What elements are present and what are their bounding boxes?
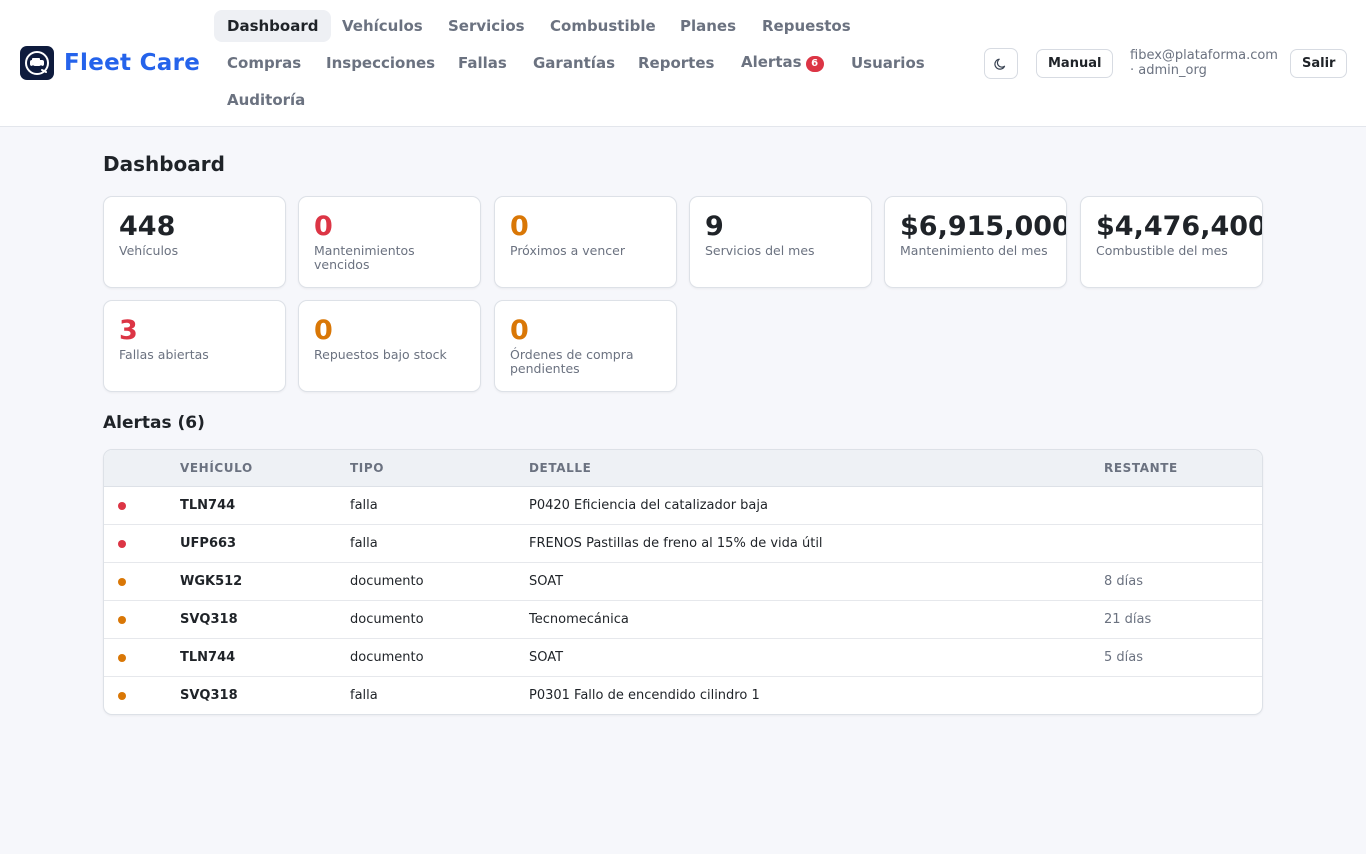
brand[interactable]: Fleet Care: [20, 46, 200, 80]
nav-combustible[interactable]: Combustible: [550, 17, 656, 35]
vehicle-cell[interactable]: SVQ318: [180, 688, 238, 703]
column-header-detalle: DETALLE: [529, 461, 592, 475]
nav-fallas[interactable]: Fallas: [458, 54, 507, 72]
nav-garantias[interactable]: Garantías: [533, 54, 615, 72]
brand-name: Fleet Care: [64, 50, 201, 76]
stat-label: Mantenimientos vencidos: [314, 243, 415, 272]
remaining-cell: 8 días: [1104, 574, 1144, 589]
nav-inspecciones[interactable]: Inspecciones: [326, 54, 436, 72]
page-title: Dashboard: [103, 152, 225, 176]
table-row[interactable]: WGK512 documento SOAT 8 días: [104, 563, 1262, 601]
stat-value: 0: [510, 315, 529, 346]
detail-cell: SOAT: [529, 574, 564, 589]
nav-alertas-label: Alertas: [741, 53, 802, 71]
alerts-title: Alertas (6): [103, 413, 205, 433]
stat-card-combustible-del-mes[interactable]: $4,476,400 Combustible del mes: [1080, 196, 1263, 288]
fleet-car-logo-icon: [20, 46, 54, 80]
stat-value: 0: [510, 211, 529, 242]
vehicle-cell[interactable]: TLN744: [180, 650, 236, 665]
stat-value: 0: [314, 211, 333, 242]
vehicle-cell[interactable]: WGK512: [180, 574, 243, 589]
nav-alertas[interactable]: Alertas 6: [728, 46, 837, 78]
vehicle-cell[interactable]: UFP663: [180, 536, 237, 551]
nav-servicios[interactable]: Servicios: [448, 17, 525, 35]
user-email: fibex@plataforma.com: [1130, 48, 1278, 63]
column-header-vehiculo: VEHÍCULO: [180, 461, 253, 475]
table-row[interactable]: TLN744 falla P0420 Eficiencia del cataliza…: [104, 487, 1262, 525]
severity-dot-icon: [118, 578, 126, 586]
user-info: fibex@plataforma.com · admin_org: [1130, 48, 1278, 78]
type-cell: documento: [350, 650, 424, 665]
stat-value: $6,915,000: [900, 211, 1067, 242]
alerts-table: VEHÍCULO TIPO DETALLE RESTANTE TLN744 fal…: [103, 449, 1263, 715]
stat-card-mantenimientos-vencidos[interactable]: 0 Mantenimientos vencidos: [298, 196, 481, 288]
severity-dot-icon: [118, 502, 126, 510]
stat-card-fallas-abiertas[interactable]: 3 Fallas abiertas: [103, 300, 286, 392]
column-header-restante: RESTANTE: [1104, 461, 1178, 475]
remaining-cell: 21 días: [1104, 612, 1152, 627]
stat-label: Próximos a vencer: [510, 243, 625, 258]
vehicle-cell[interactable]: SVQ318: [180, 612, 238, 627]
type-cell: documento: [350, 612, 424, 627]
type-cell: falla: [350, 498, 378, 513]
stat-value: $4,476,400: [1096, 211, 1263, 242]
stat-label: Fallas abiertas: [119, 347, 209, 362]
detail-cell: SOAT: [529, 650, 564, 665]
stat-card-ordenes-pendientes[interactable]: 0 Órdenes de compra pendientes: [494, 300, 677, 392]
user-org: · admin_org: [1130, 63, 1207, 78]
severity-dot-icon: [118, 654, 126, 662]
stat-label: Combustible del mes: [1096, 243, 1228, 258]
stat-label: Vehículos: [119, 243, 179, 258]
severity-dot-icon: [118, 616, 126, 624]
manual-button[interactable]: Manual: [1036, 49, 1114, 78]
stat-card-repuestos-bajo-stock[interactable]: 0 Repuestos bajo stock: [298, 300, 481, 392]
stat-card-proximos-a-vencer[interactable]: 0 Próximos a vencer: [494, 196, 677, 288]
top-navbar: Fleet Care Dashboard Vehículos Servicios…: [0, 0, 1366, 127]
remaining-cell: 5 días: [1104, 650, 1144, 665]
column-header-tipo: TIPO: [350, 461, 385, 475]
logout-button[interactable]: Salir: [1290, 49, 1348, 78]
nav-dashboard[interactable]: Dashboard: [214, 10, 332, 42]
nav-planes[interactable]: Planes: [680, 17, 737, 35]
alert-count-badge: 6: [805, 56, 824, 72]
detail-cell: P0301 Fallo de encendido cilindro 1: [529, 688, 760, 703]
table-header: VEHÍCULO TIPO DETALLE RESTANTE: [104, 450, 1262, 487]
table-row[interactable]: SVQ318 documento Tecnomecánica 21 días: [104, 601, 1262, 639]
stat-card-servicios-del-mes[interactable]: 9 Servicios del mes: [689, 196, 872, 288]
stat-value: 448: [119, 211, 176, 242]
stat-value: 3: [119, 315, 138, 346]
severity-dot-icon: [118, 692, 126, 700]
stat-label: Órdenes de compra pendientes: [510, 347, 634, 376]
theme-toggle-button[interactable]: [984, 48, 1018, 79]
nav-compras[interactable]: Compras: [227, 54, 302, 72]
moon-icon: [994, 58, 1006, 70]
severity-dot-icon: [118, 540, 126, 548]
nav-auditoria[interactable]: Auditoría: [227, 91, 306, 109]
table-row[interactable]: TLN744 documento SOAT 5 días: [104, 639, 1262, 677]
stat-label: Mantenimiento del mes: [900, 243, 1048, 258]
stat-label: Repuestos bajo stock: [314, 347, 447, 362]
table-row[interactable]: UFP663 falla FRENOS Pastillas de freno al …: [104, 525, 1262, 563]
nav-vehiculos[interactable]: Vehículos: [342, 17, 423, 35]
type-cell: falla: [350, 536, 378, 551]
type-cell: documento: [350, 574, 424, 589]
nav-repuestos[interactable]: Repuestos: [762, 17, 851, 35]
stat-value: 9: [705, 211, 724, 242]
stat-label: Servicios del mes: [705, 243, 815, 258]
detail-cell: P0420 Eficiencia del catalizador baja: [529, 498, 768, 513]
stat-card-vehiculos[interactable]: 448 Vehículos: [103, 196, 286, 288]
stat-card-mantenimiento-del-mes[interactable]: $6,915,000 Mantenimiento del mes: [884, 196, 1067, 288]
stat-value: 0: [314, 315, 333, 346]
detail-cell: Tecnomecánica: [529, 612, 629, 627]
nav-usuarios[interactable]: Usuarios: [851, 54, 925, 72]
detail-cell: FRENOS Pastillas de freno al 15% de vida…: [529, 536, 823, 551]
type-cell: falla: [350, 688, 378, 703]
nav-reportes[interactable]: Reportes: [638, 54, 715, 72]
table-row[interactable]: SVQ318 falla P0301 Fallo de encendido cili…: [104, 677, 1262, 714]
vehicle-cell[interactable]: TLN744: [180, 498, 236, 513]
